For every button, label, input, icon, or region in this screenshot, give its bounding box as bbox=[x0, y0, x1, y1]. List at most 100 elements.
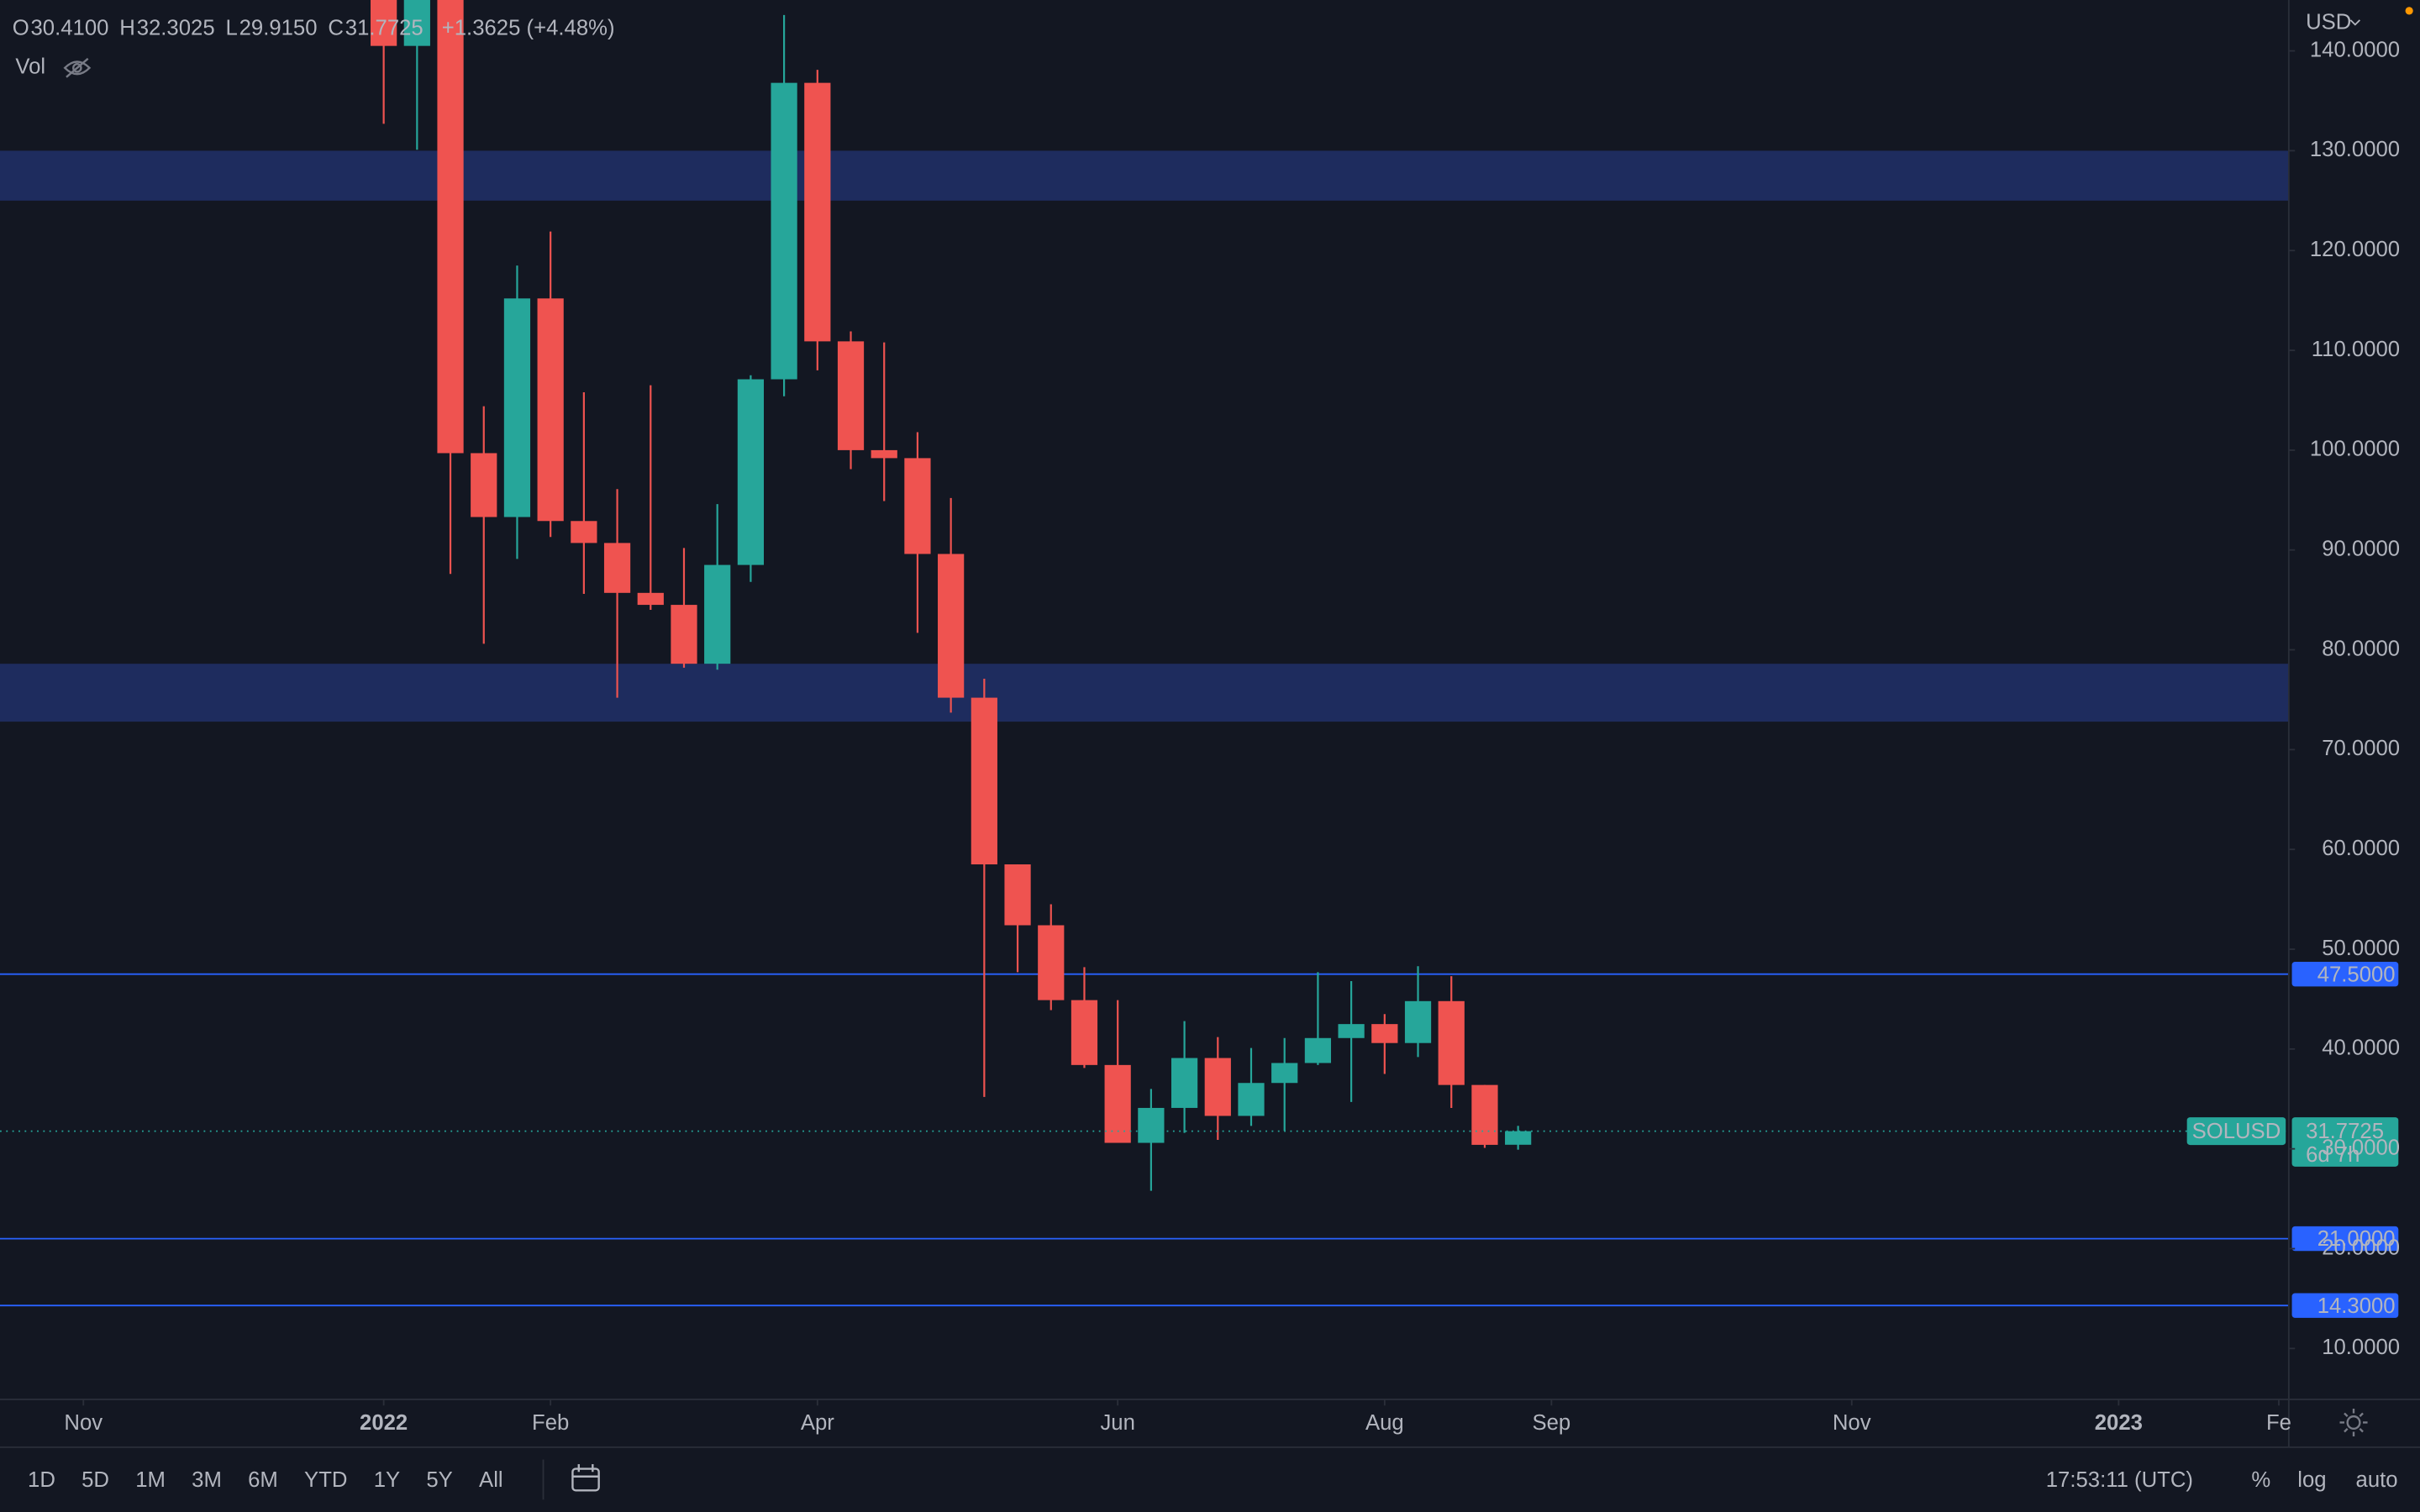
candle-body bbox=[1138, 1107, 1165, 1143]
volume-label: Vol bbox=[15, 55, 45, 79]
candle-body bbox=[371, 0, 397, 46]
y-tick-label: 70.0000 bbox=[2322, 737, 2400, 760]
candle-body bbox=[637, 592, 664, 606]
y-tick-label: 110.0000 bbox=[2312, 338, 2400, 361]
level-label: 21.0000 bbox=[2317, 1227, 2396, 1251]
countdown: 6d 7h bbox=[2306, 1143, 2360, 1167]
currency-caret bbox=[2349, 19, 2361, 26]
level-label-box bbox=[2291, 1226, 2399, 1252]
range-button[interactable]: 5Y bbox=[426, 1468, 452, 1492]
price-label: 31.7725 bbox=[2306, 1120, 2384, 1143]
y-tick-label: 100.0000 bbox=[2310, 438, 2400, 461]
y-tick-label: 140.0000 bbox=[2310, 38, 2400, 61]
scale-option[interactable]: log bbox=[2297, 1468, 2326, 1492]
range-button[interactable]: 1D bbox=[28, 1468, 55, 1492]
x-tick-label: Jun bbox=[1100, 1411, 1134, 1435]
range-button[interactable]: 1M bbox=[135, 1468, 166, 1492]
candle-body bbox=[503, 298, 531, 517]
candle-body bbox=[837, 341, 865, 450]
settings-icon[interactable] bbox=[2339, 1408, 2368, 1436]
symbol-label: SOLUSD bbox=[2192, 1120, 2281, 1143]
x-tick-label: Fe bbox=[2266, 1411, 2291, 1435]
level-label: 47.5000 bbox=[2317, 963, 2396, 986]
y-tick-label: 40.0000 bbox=[2322, 1037, 2400, 1060]
x-tick-label: Aug bbox=[1365, 1411, 1404, 1435]
y-tick-label: 60.0000 bbox=[2322, 837, 2400, 860]
candle-body bbox=[704, 564, 731, 664]
ohlc-close-key: C bbox=[328, 17, 344, 40]
candle-body bbox=[571, 521, 597, 543]
ohlc-low-key: L bbox=[225, 17, 237, 40]
candle-body bbox=[1438, 1000, 1465, 1085]
candle-body bbox=[771, 82, 797, 380]
scale-option[interactable]: % bbox=[2251, 1468, 2270, 1492]
candle-body bbox=[403, 0, 430, 46]
candle-body bbox=[471, 453, 497, 517]
candle-body bbox=[1505, 1131, 1532, 1145]
y-tick-label: 10.0000 bbox=[2322, 1336, 2400, 1359]
level-label-box bbox=[2291, 962, 2399, 987]
candle-body bbox=[1404, 1000, 1432, 1043]
candle-body bbox=[938, 554, 965, 698]
status-dot bbox=[2405, 7, 2413, 15]
level-label-box bbox=[2291, 1293, 2399, 1318]
x-tick-label: Nov bbox=[64, 1411, 103, 1435]
candle-body bbox=[1471, 1084, 1498, 1145]
ohlc-change: +1.3625 (+4.48%) bbox=[442, 17, 615, 40]
y-tick-label: 130.0000 bbox=[2310, 138, 2400, 161]
ohlc-high-key: H bbox=[119, 17, 135, 40]
range-button[interactable]: All bbox=[479, 1468, 503, 1492]
y-tick-label: 30.0000 bbox=[2322, 1136, 2400, 1159]
range-button[interactable]: YTD bbox=[304, 1468, 347, 1492]
ohlc-open: 30.4100 bbox=[31, 17, 109, 40]
range-button[interactable]: 6M bbox=[248, 1468, 278, 1492]
ohlc-open-key: O bbox=[13, 17, 29, 40]
range-button[interactable]: 1Y bbox=[374, 1468, 400, 1492]
range-button[interactable]: 5D bbox=[82, 1468, 109, 1492]
candle-body bbox=[1304, 1037, 1332, 1063]
candle-body bbox=[971, 697, 997, 865]
zone bbox=[0, 664, 2289, 722]
x-tick-label: 2023 bbox=[2095, 1411, 2143, 1435]
candle-body bbox=[1204, 1058, 1231, 1116]
candle-body bbox=[1004, 864, 1031, 926]
candle-body bbox=[1371, 1024, 1398, 1043]
range-button[interactable]: 3M bbox=[192, 1468, 222, 1492]
candle-body bbox=[1104, 1064, 1131, 1143]
y-tick-label: 50.0000 bbox=[2322, 937, 2400, 960]
x-tick-label: 2022 bbox=[360, 1411, 408, 1435]
candle-body bbox=[1338, 1024, 1365, 1038]
ohlc-low: 29.9150 bbox=[239, 17, 318, 40]
price-label-box bbox=[2291, 1117, 2399, 1167]
y-tick-label: 20.0000 bbox=[2322, 1236, 2400, 1259]
candle-body bbox=[1071, 1000, 1098, 1065]
candle-body bbox=[603, 543, 631, 593]
x-tick-label: Apr bbox=[801, 1411, 834, 1435]
candle-body bbox=[871, 449, 897, 459]
x-tick-label: Sep bbox=[1532, 1411, 1570, 1435]
ohlc-high: 32.3025 bbox=[137, 17, 215, 40]
candle-body bbox=[437, 0, 464, 454]
candle-body bbox=[1271, 1063, 1298, 1084]
x-tick-label: Feb bbox=[532, 1411, 569, 1435]
zone bbox=[0, 150, 2289, 201]
candle-body bbox=[804, 82, 831, 342]
candle-body bbox=[671, 605, 697, 664]
hide-icon[interactable] bbox=[63, 57, 92, 78]
candle-body bbox=[1238, 1083, 1265, 1116]
y-tick-label: 120.0000 bbox=[2310, 238, 2400, 261]
date-range-icon[interactable] bbox=[571, 1464, 600, 1492]
clock: 17:53:11 (UTC) bbox=[2046, 1468, 2193, 1492]
level-label: 14.3000 bbox=[2317, 1294, 2396, 1318]
candle-body bbox=[904, 458, 931, 554]
candle-body bbox=[737, 379, 765, 565]
scale-option[interactable]: auto bbox=[2356, 1468, 2398, 1492]
y-tick-label: 80.0000 bbox=[2322, 637, 2400, 660]
plot-area bbox=[0, 0, 2289, 1307]
currency[interactable]: USD bbox=[2306, 10, 2351, 34]
candle-body bbox=[1038, 925, 1065, 1000]
candle-body bbox=[1171, 1058, 1198, 1108]
